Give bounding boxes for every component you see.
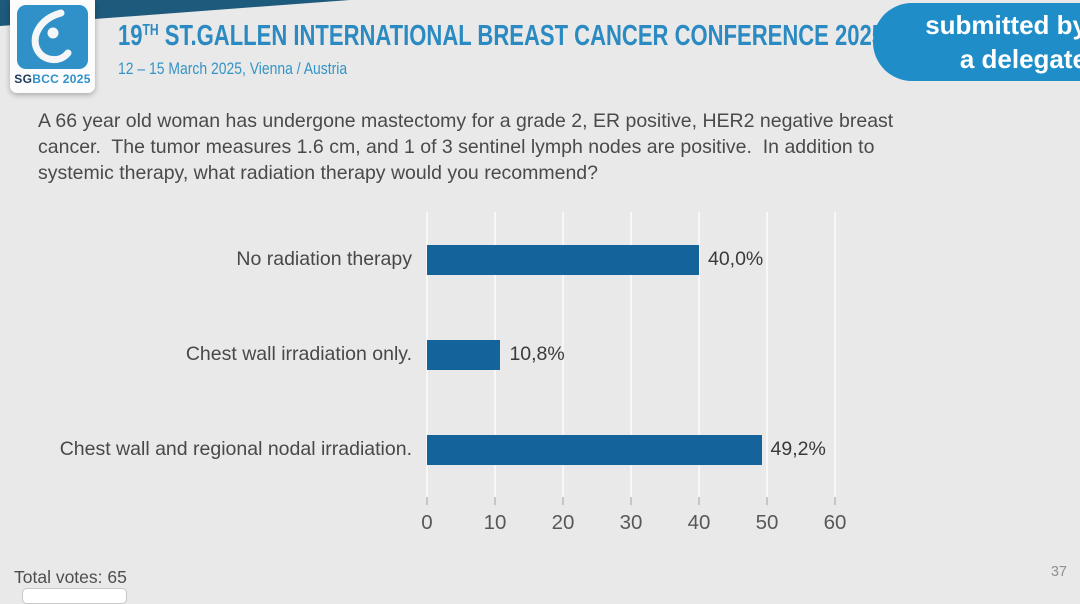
category-labels: No radiation therapy Chest wall irradiati… bbox=[0, 212, 412, 497]
total-votes: Total votes: 65 bbox=[14, 567, 127, 587]
category-label: Chest wall and regional nodal irradiatio… bbox=[59, 438, 412, 460]
x-tick-label: 30 bbox=[619, 511, 643, 534]
value-label: 10,8% bbox=[509, 343, 565, 365]
x-tick-label: 60 bbox=[823, 511, 847, 534]
x-tick bbox=[561, 497, 564, 505]
logo-caption: SGBCC 2025 bbox=[10, 72, 95, 86]
bar bbox=[427, 339, 501, 370]
x-tick bbox=[834, 497, 836, 505]
value-label: 49,2% bbox=[770, 438, 826, 460]
badge-line-1: submitted by bbox=[925, 10, 1080, 40]
x-tick-label: 20 bbox=[551, 511, 575, 534]
conference-title: 19TH ST.GALLEN INTERNATIONAL BREAST CANC… bbox=[118, 20, 884, 53]
x-tick bbox=[766, 497, 768, 505]
title-number: 19 bbox=[118, 20, 143, 52]
bar bbox=[427, 244, 699, 275]
x-tick bbox=[630, 497, 632, 505]
x-tick bbox=[493, 497, 496, 505]
sgbcc-logo-icon bbox=[17, 5, 88, 69]
x-tick-label: 40 bbox=[687, 511, 711, 534]
x-tick-label: 10 bbox=[483, 511, 507, 534]
x-tick bbox=[697, 497, 700, 505]
question-text: A 66 year old woman has undergone mastec… bbox=[38, 110, 894, 184]
logo-caption-sg: SG bbox=[14, 72, 33, 86]
bar bbox=[427, 434, 762, 465]
gridline bbox=[766, 212, 768, 497]
x-tick bbox=[426, 497, 428, 505]
page-number: 37 bbox=[1050, 564, 1067, 580]
plot-area: 40,0% 10,8% 49,2% bbox=[426, 212, 836, 497]
gridline bbox=[697, 212, 700, 497]
cutoff-popup-box[interactable] bbox=[22, 588, 127, 604]
conference-logo: SGBCC 2025 bbox=[10, 0, 95, 93]
title-rest: ST.GALLEN INTERNATIONAL BREAST CANCER CO… bbox=[158, 20, 885, 52]
poll-results-chart: No radiation therapy Chest wall irradiati… bbox=[0, 212, 1080, 542]
x-tick-label: 0 bbox=[421, 511, 433, 534]
value-label: 40,0% bbox=[707, 248, 764, 270]
badge-line-2: a delegate bbox=[959, 44, 1080, 74]
title-ordinal: TH bbox=[142, 22, 159, 39]
conference-subtitle: 12 – 15 March 2025, Vienna / Austria bbox=[118, 59, 348, 78]
category-label: No radiation therapy bbox=[236, 248, 412, 270]
gridline bbox=[630, 212, 632, 497]
x-tick-label: 50 bbox=[755, 511, 779, 534]
submitted-by-badge: submitted by a delegate bbox=[873, 3, 1080, 81]
logo-caption-rest: BCC 2025 bbox=[32, 72, 91, 86]
header: 19TH ST.GALLEN INTERNATIONAL BREAST CANC… bbox=[118, 20, 1080, 79]
gridline bbox=[561, 212, 564, 497]
gridline bbox=[834, 212, 836, 497]
category-label: Chest wall irradiation only. bbox=[185, 343, 412, 365]
